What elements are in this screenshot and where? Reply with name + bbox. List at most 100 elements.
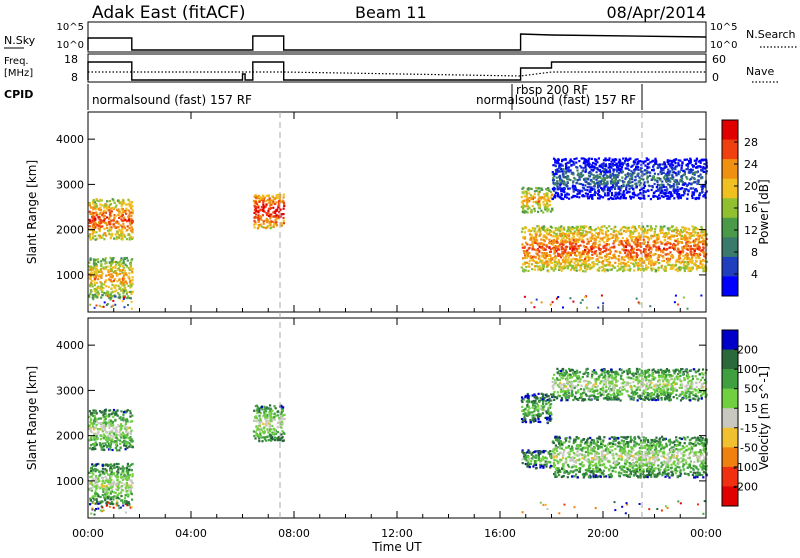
echo-cell bbox=[109, 223, 111, 225]
echo-cell bbox=[572, 232, 574, 234]
echo-cell bbox=[98, 271, 100, 273]
echo-cell bbox=[652, 254, 654, 256]
echo-cell bbox=[558, 259, 560, 261]
echo-cell bbox=[102, 258, 104, 260]
echo-cell bbox=[612, 169, 614, 171]
echo-cell bbox=[587, 163, 589, 165]
echo-cell bbox=[276, 217, 278, 219]
echo-cell bbox=[533, 306, 535, 308]
echo-cell bbox=[625, 189, 627, 191]
echo-cell bbox=[665, 249, 667, 251]
echo-cell bbox=[574, 258, 576, 260]
y-tick-label: 4000 bbox=[56, 133, 84, 146]
echo-cell bbox=[603, 174, 605, 176]
echo-cell bbox=[608, 258, 610, 260]
echo-cell bbox=[693, 252, 695, 254]
echo-cell bbox=[576, 169, 578, 171]
echo-cell bbox=[639, 180, 641, 182]
echo-cell bbox=[677, 242, 679, 244]
echo-cell bbox=[104, 482, 106, 484]
echo-cell bbox=[90, 412, 92, 414]
echo-cell bbox=[97, 294, 99, 296]
echo-cell bbox=[100, 277, 102, 279]
echo-cell bbox=[265, 212, 267, 214]
echo-cell bbox=[659, 230, 661, 232]
echo-cell bbox=[573, 239, 575, 241]
echo-cell bbox=[580, 174, 582, 176]
echo-cell bbox=[544, 206, 546, 208]
nsky-left-tick-low: 10^0 bbox=[57, 40, 84, 51]
echo-cell bbox=[591, 235, 593, 237]
echo-cell bbox=[637, 166, 639, 168]
echo-cell bbox=[107, 435, 109, 437]
echo-cell bbox=[110, 280, 112, 282]
echo-cell bbox=[112, 421, 114, 423]
echo-cell bbox=[646, 170, 648, 172]
echo-cell bbox=[598, 157, 600, 159]
echo-cell bbox=[611, 237, 613, 239]
echo-cell bbox=[681, 194, 683, 196]
echo-cell bbox=[697, 237, 699, 239]
echo-cell bbox=[698, 175, 700, 177]
echo-cell bbox=[621, 228, 623, 230]
echo-cell bbox=[538, 187, 540, 189]
echo-cell bbox=[661, 260, 663, 262]
echo-cell bbox=[651, 260, 653, 262]
echo-cell bbox=[601, 257, 603, 259]
echo-cell bbox=[107, 481, 109, 483]
echo-cell bbox=[257, 211, 259, 213]
echo-cell bbox=[108, 274, 110, 276]
echo-cell bbox=[125, 487, 127, 489]
echo-cell bbox=[115, 447, 117, 449]
echo-cell bbox=[608, 157, 610, 159]
echo-cell bbox=[669, 198, 671, 200]
echo-cell bbox=[671, 257, 673, 259]
echo-cell bbox=[100, 264, 102, 266]
echo-cell bbox=[130, 430, 132, 432]
echo-cell bbox=[665, 232, 667, 234]
echo-cell bbox=[611, 257, 613, 259]
echo-cell bbox=[126, 257, 128, 259]
echo-cell bbox=[556, 238, 558, 240]
echo-cell bbox=[575, 265, 577, 267]
echo-cell bbox=[677, 162, 679, 164]
echo-cell bbox=[95, 480, 97, 482]
echo-cell bbox=[117, 489, 119, 491]
echo-cell bbox=[94, 443, 96, 445]
echo-cell bbox=[570, 258, 572, 260]
echo-cell bbox=[670, 243, 672, 245]
echo-cell bbox=[105, 496, 107, 498]
echo-cell bbox=[662, 256, 664, 258]
echo-cell bbox=[268, 195, 270, 197]
echo-cell bbox=[619, 252, 621, 254]
echo-cell bbox=[613, 234, 615, 236]
echo-cell bbox=[648, 239, 650, 241]
echo-cell bbox=[605, 185, 607, 187]
echo-cell bbox=[119, 269, 121, 271]
echo-cell bbox=[653, 192, 655, 194]
echo-cell bbox=[110, 473, 112, 475]
echo-cell bbox=[580, 228, 582, 230]
echo-cell bbox=[645, 245, 647, 247]
echo-cell bbox=[644, 268, 646, 270]
echo-cell bbox=[552, 240, 554, 242]
echo-cell bbox=[110, 292, 112, 294]
echo-cell bbox=[682, 162, 684, 164]
nsearch-right-tick-low: 10^0 bbox=[710, 40, 737, 51]
echo-cell bbox=[105, 235, 107, 237]
echo-cell bbox=[111, 430, 113, 432]
echo-cell bbox=[254, 205, 256, 207]
echo-cell bbox=[567, 265, 569, 267]
freq-tick-low: 8 bbox=[71, 71, 78, 84]
echo-cell bbox=[630, 262, 632, 264]
echo-cell bbox=[117, 471, 119, 473]
echo-cell bbox=[91, 484, 93, 486]
echo-cell bbox=[630, 166, 632, 168]
y-tick-label: 1000 bbox=[56, 269, 84, 282]
echo-cell bbox=[562, 198, 564, 200]
echo-cell bbox=[608, 198, 610, 200]
echo-cell bbox=[100, 422, 102, 424]
echo-cell bbox=[123, 257, 125, 259]
echo-cell bbox=[260, 219, 262, 221]
